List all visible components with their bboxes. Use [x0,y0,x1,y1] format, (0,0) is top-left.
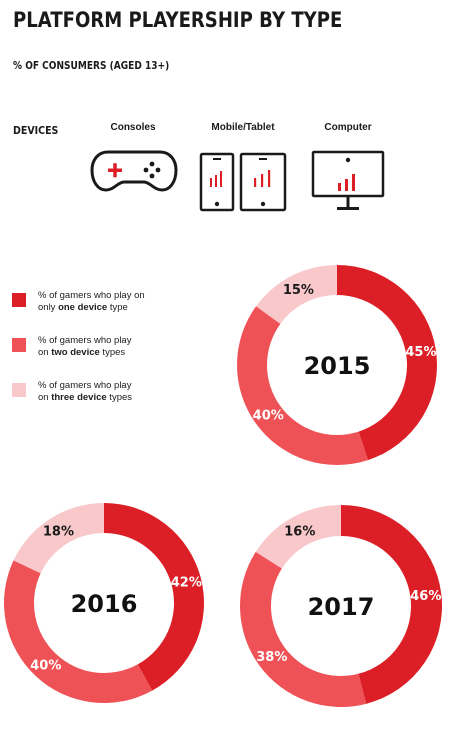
donut-2016: 42% 40% 18% 2016 [3,502,205,703]
donut-2017-slice-two-device [239,551,367,708]
legend-line1: % of gamers who play [38,335,132,346]
legend-line1: % of gamers who play on [38,290,145,301]
donut-2015-slice-three-device [256,265,337,324]
legend-line2-pre: only [38,302,59,313]
legend-line2-pre: on [38,392,52,403]
gamepad-icon [90,150,178,192]
donut-2017: 46% 38% 16% 2017 [239,505,442,708]
donut-2017-label-two-device: 38% [256,650,287,665]
legend-line2-post: types [106,392,133,403]
legend-swatch-three-device [12,383,26,397]
device-name-computer: Computer [324,122,372,133]
donut-2016-label-three-device: 18% [43,525,74,540]
legend-line2-post: type [107,302,128,313]
chart-subtitle: % OF CONSUMERS (AGED 13+) [13,60,170,72]
donut-2016-slice-one-device [104,503,205,691]
donut-2015-label-one-device: 45% [405,345,436,360]
legend-bold: one device [58,302,108,313]
device-name-consoles: Consoles [110,122,156,133]
legend-bold: three device [51,392,107,403]
donut-2017-slice-three-device [255,505,341,569]
legend-line1: % of gamers who play [38,380,132,391]
donut-2015-label-two-device: 40% [253,408,284,423]
donut-2016-slice-two-device [3,560,153,703]
legend-swatch-one-device [12,293,26,307]
legend-line2-post: types [99,347,126,358]
donut-2016-label-one-device: 42% [171,575,202,590]
donut-2015-slice-two-device [236,306,368,465]
donut-2016-slice-three-device [13,502,104,574]
donut-2017-slice-one-device [341,505,442,704]
legend-swatch-two-device [12,338,26,352]
donut-2017-label-three-device: 16% [284,525,315,540]
donut-2017-label-one-device: 46% [410,589,441,604]
donut-2016-label-two-device: 40% [30,658,61,673]
donut-2015-year-label: 2015 [304,352,371,380]
donut-2017-year-label: 2017 [308,593,375,621]
gamepad-dpad-vertical [113,163,117,178]
donut-2015-label-three-device: 15% [283,283,314,298]
chart-title: PLATFORM PLAYERSHIP BY TYPE [13,8,343,32]
donut-2015-slice-one-device [337,265,438,461]
computer-monitor-icon [311,150,385,210]
device-name-mobile-tablet: Mobile/Tablet [211,122,275,133]
legend-line2-pre: on [38,347,52,358]
mobile-tablet-icon [199,152,287,212]
devices-label: DEVICES [13,124,59,137]
donut-2016-year-label: 2016 [71,590,138,618]
donut-2015: 45% 40% 15% 2015 [236,265,438,465]
legend-bold: two device [51,347,100,358]
